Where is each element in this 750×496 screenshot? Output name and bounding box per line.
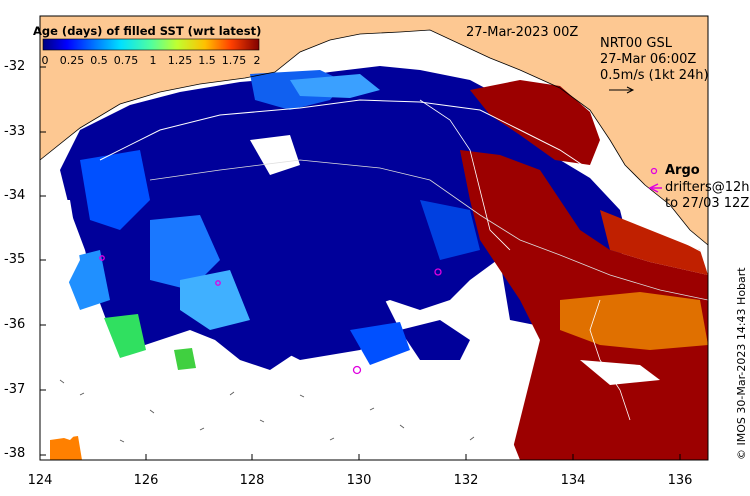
colorbar xyxy=(42,38,260,51)
colorbar-tick: 1 xyxy=(149,54,157,67)
longitude-label: 136 xyxy=(667,473,693,488)
argo-legend-marker xyxy=(650,167,658,175)
coastline xyxy=(39,29,709,246)
argo-floats xyxy=(99,255,442,375)
latitude-label: -35 xyxy=(4,252,26,267)
current-info-time: 27-Mar 06:00Z xyxy=(600,52,697,67)
drifters-label-line1: drifters@12h xyxy=(665,180,750,195)
colorbar-tick: 0.25 xyxy=(59,54,85,67)
drifter-legend-marker xyxy=(648,183,662,193)
colorbar-tick: 0.5 xyxy=(90,54,108,67)
sst-age-region-one-day xyxy=(104,314,146,358)
latitude-label: -36 xyxy=(4,317,26,332)
colorbar-tick: 1.25 xyxy=(167,54,193,67)
colorbar-tick: 0.75 xyxy=(113,54,139,67)
map-date: 27-Mar-2023 00Z xyxy=(466,25,579,40)
latitude-label: -32 xyxy=(4,59,26,74)
longitude-label: 132 xyxy=(453,473,479,488)
longitude-label: 128 xyxy=(239,473,265,488)
latitude-label: -34 xyxy=(4,188,26,203)
longitude-label: 126 xyxy=(133,473,159,488)
legend-title: Age (days) of filled SST (wrt latest) xyxy=(33,24,262,38)
latitude-label: -37 xyxy=(4,382,26,397)
colorbar-tick: 2 xyxy=(253,54,261,67)
longitude-label: 124 xyxy=(27,473,53,488)
latitude-label: -33 xyxy=(4,124,26,139)
bathymetry-contour xyxy=(99,99,708,256)
credit-label: © IMOS 30-Mar-2023 14:43 Hobart xyxy=(735,267,748,460)
current-info-product: NRT00 GSL xyxy=(600,36,672,51)
current-scale-arrow xyxy=(609,86,635,94)
longitude-label: 134 xyxy=(560,473,586,488)
colorbar-tick: 1.75 xyxy=(221,54,247,67)
latitude-label: -38 xyxy=(4,446,26,461)
argo-label: Argo xyxy=(665,163,700,178)
plot-frame xyxy=(39,15,709,461)
sst-age-region-old xyxy=(470,80,600,165)
colorbar-tick: 0 xyxy=(41,54,49,67)
drifters-label: drifters@12h to 27/03 12Z xyxy=(665,171,750,212)
current-info-scale: 0.5m/s (1kt 24h) xyxy=(600,68,709,83)
current-info: NRT00 GSL 27-Mar 06:00Z 0.5m/s (1kt 24h) xyxy=(600,36,709,84)
drifters-label-line2: to 27/03 12Z xyxy=(665,196,750,211)
colorbar-tick: 1.5 xyxy=(198,54,216,67)
longitude-label: 130 xyxy=(346,473,372,488)
colorbar-ticks: 0 0.25 0.5 0.75 1 1.25 1.5 1.75 2 xyxy=(35,54,265,68)
